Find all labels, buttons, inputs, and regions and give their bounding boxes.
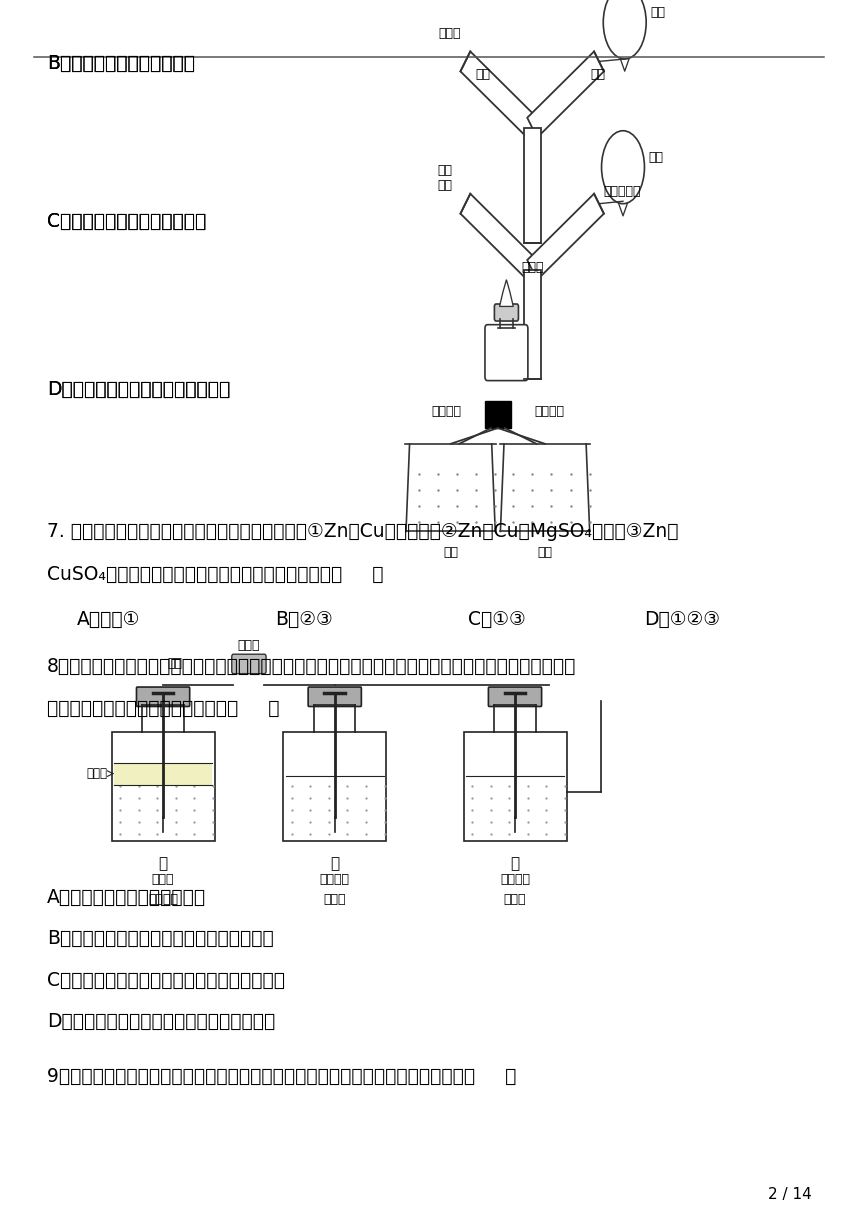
Text: B．探究锌、镁的金属活动性: B．探究锌、镁的金属活动性	[47, 54, 195, 73]
Text: 红磷不燃烧: 红磷不燃烧	[603, 185, 641, 198]
Bar	[114, 762, 212, 784]
FancyBboxPatch shape	[485, 325, 528, 381]
Polygon shape	[460, 51, 538, 137]
Text: 细线: 细线	[168, 657, 182, 670]
Text: 热水: 热水	[538, 546, 552, 559]
FancyBboxPatch shape	[494, 304, 519, 321]
Text: 丙: 丙	[511, 856, 519, 871]
Text: C．探究燃烧需要达到一定温度: C．探究燃烧需要达到一定温度	[47, 212, 206, 231]
FancyBboxPatch shape	[464, 732, 567, 841]
Text: 煮沸后的: 煮沸后的	[320, 873, 350, 886]
Text: A．仅有①: A．仅有①	[77, 609, 141, 629]
Text: B．蒸馏水煮沸的目的是除去水中溶解的氧气: B．蒸馏水煮沸的目的是除去水中溶解的氧气	[47, 929, 274, 948]
Text: 铁钉出现了锈蚀。下列说法错误的是（     ）: 铁钉出现了锈蚀。下列说法错误的是（ ）	[47, 699, 280, 719]
Text: 2 / 14: 2 / 14	[768, 1187, 812, 1201]
Text: 镁片: 镁片	[590, 68, 605, 80]
Polygon shape	[500, 280, 513, 306]
Text: A．丙中，导管内上升一段水柱: A．丙中，导管内上升一段水柱	[47, 888, 206, 907]
FancyBboxPatch shape	[283, 732, 386, 841]
Text: 9．下列四个坐标示意图分别表示四个实验过程中的某些变化情况，其中不正确的是（     ）: 9．下列四个坐标示意图分别表示四个实验过程中的某些变化情况，其中不正确的是（ ）	[47, 1066, 517, 1086]
Text: 稀盐酸: 稀盐酸	[439, 27, 461, 40]
Text: CuSO₄溶液。仅用组内物质就能够直接达到目的的是（     ）: CuSO₄溶液。仅用组内物质就能够直接达到目的的是（ ）	[47, 564, 384, 584]
Text: 冷水: 冷水	[443, 546, 458, 559]
Text: 7. 分别用以下三组物质比较锌和铜的金属活动性：①Zn、Cu、稀硫酸；②Zn、Cu、MgSO₄溶液；③Zn、: 7. 分别用以下三组物质比较锌和铜的金属活动性：①Zn、Cu、稀硫酸；②Zn、C…	[47, 522, 679, 541]
Text: 植物油: 植物油	[86, 767, 108, 781]
Polygon shape	[460, 193, 538, 280]
FancyBboxPatch shape	[112, 732, 215, 841]
Text: 气球: 气球	[648, 151, 664, 164]
Text: 煮沸后的: 煮沸后的	[500, 873, 530, 886]
Text: 煮沸后: 煮沸后	[152, 873, 175, 886]
Bar	[485, 401, 511, 428]
Polygon shape	[527, 51, 604, 137]
Text: 的蒸馏水: 的蒸馏水	[148, 893, 178, 906]
Text: 稀硫酸: 稀硫酸	[521, 261, 544, 275]
Text: B．②③: B．②③	[274, 609, 333, 629]
Ellipse shape	[603, 0, 646, 60]
FancyBboxPatch shape	[231, 654, 266, 674]
Text: 品红颗粒: 品红颗粒	[432, 405, 461, 418]
Text: D．①②③: D．①②③	[644, 609, 720, 629]
Text: 甲: 甲	[158, 856, 168, 871]
Text: D．探究温度对分子运动速率的影响: D．探究温度对分子运动速率的影响	[47, 379, 230, 399]
Text: B．探究锌、镁的金属活动性: B．探究锌、镁的金属活动性	[47, 54, 195, 73]
FancyBboxPatch shape	[137, 687, 190, 706]
Polygon shape	[524, 270, 541, 379]
Text: 气球: 气球	[650, 6, 666, 19]
FancyBboxPatch shape	[488, 687, 542, 706]
Text: 乙: 乙	[330, 856, 340, 871]
Text: 品红颗粒: 品红颗粒	[534, 405, 564, 418]
Text: C．探究燃烧需要达到一定温度: C．探究燃烧需要达到一定温度	[47, 212, 206, 231]
Text: 红磷
燃烧: 红磷 燃烧	[438, 163, 452, 192]
Text: D．探究温度对分子运动速率的影响: D．探究温度对分子运动速率的影响	[47, 379, 230, 399]
Polygon shape	[527, 193, 604, 280]
Polygon shape	[524, 128, 541, 243]
Text: D．乙中，铁钉在水面下这一部分锈蚀最严重: D．乙中，铁钉在水面下这一部分锈蚀最严重	[47, 1012, 275, 1031]
FancyBboxPatch shape	[308, 687, 361, 706]
Text: 弹簧夹: 弹簧夹	[237, 638, 261, 652]
Text: 8．将两枚光亮的铁钉分别用细线吊置于甲、乙中，并使部分铁钉露出液面（如图所示）。放置一段时间，: 8．将两枚光亮的铁钉分别用细线吊置于甲、乙中，并使部分铁钉露出液面（如图所示）。…	[47, 657, 576, 676]
Ellipse shape	[601, 131, 644, 204]
Text: 蒸馏水: 蒸馏水	[323, 893, 346, 906]
Text: 锌片: 锌片	[475, 68, 490, 80]
Text: C．①③: C．①③	[468, 609, 525, 629]
Text: C．甲中，铁钉在植物油内的这一部分没有锈蚀: C．甲中，铁钉在植物油内的这一部分没有锈蚀	[47, 970, 286, 990]
Text: 蒸馏水: 蒸馏水	[504, 893, 526, 906]
